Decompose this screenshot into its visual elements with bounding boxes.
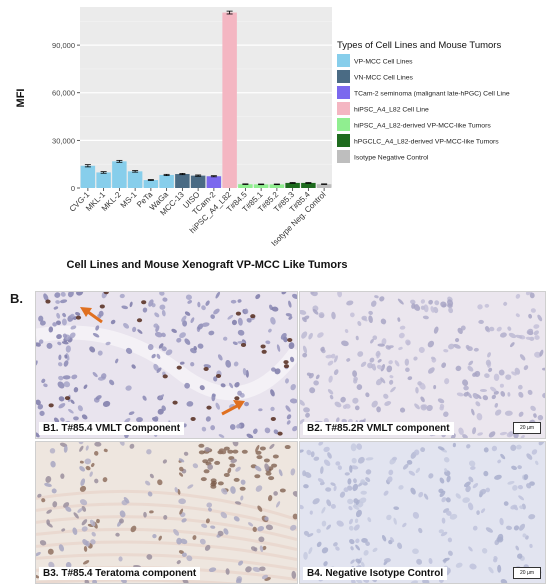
y-tick-label: 90,000 [52,41,75,50]
scale-bar: 20 µm [513,422,541,434]
bar [301,182,316,188]
micrograph-caption: B1. T#85.4 VMLT Component [39,422,185,435]
legend-swatch [337,54,350,67]
bar [159,174,174,188]
bar [269,184,285,188]
micrograph-caption: B2. T#85.2R VMLT component [303,422,454,435]
bar [253,184,269,188]
legend-label: VN-MCC Cell Lines [354,75,414,82]
micrograph-b2: B2. T#85.2R VMLT component 20 µm [299,291,546,439]
y-tick-label: 0 [71,184,75,193]
bar [96,172,111,188]
legend-swatch [337,118,350,131]
micrograph-tissue [300,292,545,438]
legend-swatch [337,70,350,83]
scale-bar: 20 µm [513,567,541,579]
legend-swatch [337,86,350,99]
y-tick-label: 30,000 [52,136,75,145]
y-axis-label: MFI [15,89,27,108]
legend-swatch [337,134,350,147]
micrograph-b3: B3. T#85.4 Teratoma component [35,441,298,584]
legend-title: Types of Cell Lines and Mouse Tumors [337,40,501,51]
y-tick-label: 60,000 [52,89,75,98]
panel-b-letter: B. [10,291,23,306]
micrograph-b1: B1. T#85.4 VMLT Component [35,291,298,439]
legend: VP-MCC Cell Lines VN-MCC Cell Lines TCam-2… [337,54,510,163]
bar [112,161,127,188]
micrograph-b4: B4. Negative Isotype Control 20 µm [299,441,546,584]
micrograph-tissue [36,292,297,438]
legend-label: hPGCLC_A4_L82-derived VP-MCC-like Tumors [354,139,499,146]
y-axis-ticks: 0 30,000 60,000 90,000 [52,41,80,193]
bars [80,10,332,188]
legend-label: hiPSC_A4_L82 Cell Line [354,107,429,114]
micrograph-caption: B3. T#85.4 Teratoma component [39,567,201,580]
legend-label: VP-MCC Cell Lines [354,59,413,66]
bar [127,171,143,188]
bar [80,165,96,188]
legend-swatch [337,102,350,115]
bar [238,184,253,188]
legend-label: hiPSC_A4_L82-derived VP-MCC-like Tumors [354,123,491,130]
plot-background [80,7,332,188]
bar [206,176,222,188]
bar [222,12,237,188]
bar [316,184,332,188]
legend-label: TCam-2 seminoma (malignant late-hPGC) Ce… [354,91,510,98]
micrograph-tissue [36,442,297,583]
x-axis-label: Cell Lines and Mouse Xenograft VP-MCC Li… [67,259,348,271]
x-axis-ticks: CVG-1MKL-1MKL-2MS-1PeTaWaGaMCC-13UISOTCa… [68,188,328,248]
micrograph-tissue [300,442,545,583]
bar [175,174,190,188]
bar [285,182,300,188]
bar-chart: 0 30,000 60,000 90,000 CVG-1MKL-1MKL-2MS-1P… [15,7,510,271]
x-tick-label: MS-1 [119,190,139,210]
bar [143,180,159,188]
legend-label: Isotype Negative Control [354,155,429,162]
micrograph-caption: B4. Negative Isotype Control [303,567,448,580]
legend-swatch [337,150,350,163]
bar [190,175,206,188]
